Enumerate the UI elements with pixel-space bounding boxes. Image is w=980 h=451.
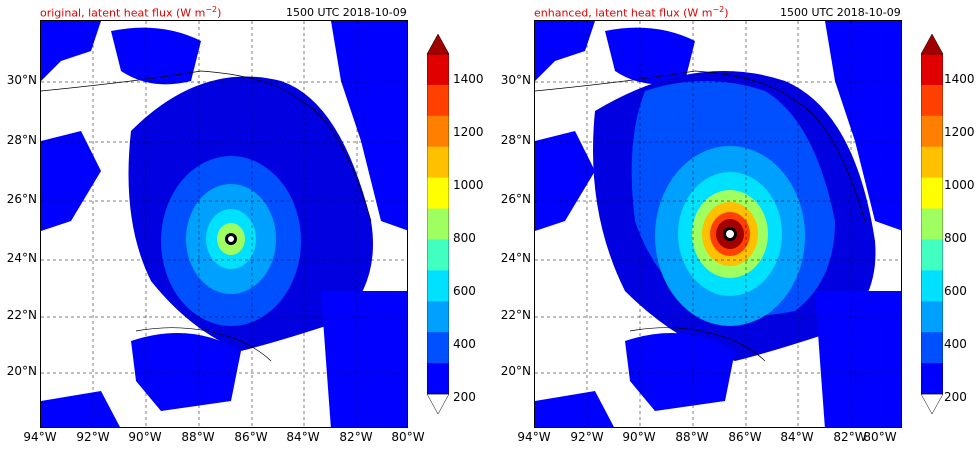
cbar-tick: 800 — [944, 231, 967, 245]
right-time: 1500 UTC 2018-10-09 — [780, 6, 901, 19]
lat-tick: 22°N — [500, 308, 531, 322]
cbar-tick: 1000 — [453, 178, 484, 192]
cbar-tick: 400 — [453, 337, 476, 351]
cbar-tick: 1200 — [944, 125, 975, 139]
left-panel: original, latent heat flux (W m−2) 1500 … — [0, 0, 484, 451]
lat-tick: 28°N — [6, 133, 37, 147]
right-map — [534, 20, 902, 428]
right-title: enhanced, latent heat flux (W m−2) — [534, 5, 729, 20]
cbar-tick: 600 — [944, 284, 967, 298]
lat-tick: 20°N — [6, 364, 37, 378]
lon-tick: 88°W — [675, 430, 709, 444]
lat-tick: 20°N — [500, 364, 531, 378]
lat-tick: 24°N — [6, 251, 37, 265]
lon-tick: 92°W — [76, 430, 110, 444]
lon-tick: 90°W — [128, 430, 162, 444]
lon-tick: 82°W — [339, 430, 373, 444]
lon-tick: 84°W — [286, 430, 320, 444]
cbar-tick: 1000 — [944, 178, 975, 192]
lon-tick: 84°W — [780, 430, 814, 444]
lat-tick: 26°N — [6, 192, 37, 206]
left-time: 1500 UTC 2018-10-09 — [286, 6, 407, 19]
lon-tick: 92°W — [570, 430, 604, 444]
lon-tick: 80°W — [391, 430, 425, 444]
right-colorbar — [920, 33, 944, 415]
cbar-tick: 1400 — [944, 72, 975, 86]
left-map — [40, 20, 408, 428]
lon-tick: 94°W — [517, 430, 551, 444]
lon-tick: 88°W — [181, 430, 215, 444]
left-colorbar — [426, 33, 450, 415]
cbar-tick: 200 — [944, 390, 967, 404]
cbar-tick: 400 — [944, 337, 967, 351]
cbar-tick: 200 — [453, 390, 476, 404]
lon-tick: 86°W — [234, 430, 268, 444]
lat-tick: 30°N — [500, 73, 531, 87]
left-title: original, latent heat flux (W m−2) — [40, 5, 222, 20]
lon-tick: 90°W — [622, 430, 656, 444]
cbar-tick: 800 — [453, 231, 476, 245]
cbar-tick: 1400 — [453, 72, 484, 86]
lat-tick: 24°N — [500, 251, 531, 265]
lon-tick: 94°W — [23, 430, 57, 444]
right-panel: enhanced, latent heat flux (W m−2) 1500 … — [494, 0, 975, 451]
lon-tick: 82°W — [833, 430, 867, 444]
lat-tick: 30°N — [6, 73, 37, 87]
lat-tick: 26°N — [500, 192, 531, 206]
lat-tick: 22°N — [6, 308, 37, 322]
lon-tick: 86°W — [728, 430, 762, 444]
lon-tick: 80°W — [863, 430, 897, 444]
lat-tick: 28°N — [500, 133, 531, 147]
cbar-tick: 1200 — [453, 125, 484, 139]
cbar-tick: 600 — [453, 284, 476, 298]
